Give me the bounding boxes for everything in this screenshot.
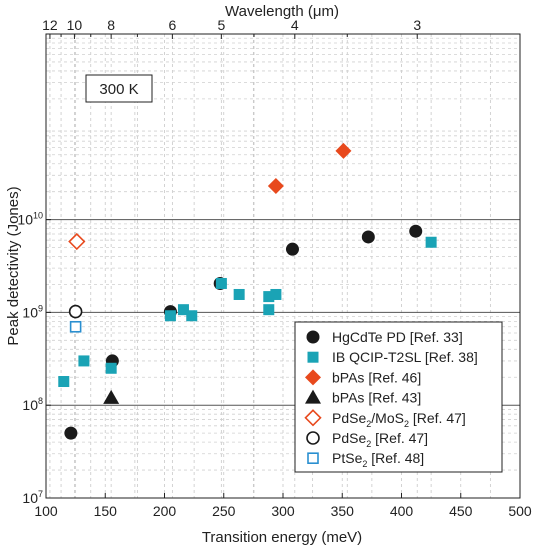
y-tick-label: 107	[22, 489, 43, 506]
x-axis-title: Transition energy (meV)	[202, 529, 362, 546]
x-tick-label: 300	[271, 503, 295, 519]
legend-marker	[307, 452, 319, 465]
data-point	[64, 426, 78, 440]
top-tick-label: 3	[413, 17, 421, 33]
x-tick-label: 400	[390, 503, 414, 519]
x-tick-label: 350	[331, 503, 355, 519]
data-point	[267, 178, 284, 195]
grid	[46, 34, 520, 499]
data-point	[105, 362, 117, 374]
data-point	[215, 277, 227, 289]
data-point	[233, 288, 245, 300]
data-points	[58, 142, 437, 440]
x-tick-label: 450	[449, 503, 473, 519]
data-point	[186, 310, 198, 322]
legend-label: HgCdTe PD [Ref. 33]	[332, 329, 463, 345]
x-tick-label: 200	[153, 503, 177, 519]
legend-label: bPAs [Ref. 46]	[332, 369, 421, 385]
legend-box	[294, 321, 503, 473]
top-axis-title: Wavelength (μm)	[225, 3, 339, 20]
legend-marker	[305, 389, 321, 404]
x-tick-label: 250	[212, 503, 236, 519]
x-tick-label: 150	[94, 503, 118, 519]
x-tick-label: 500	[508, 503, 532, 519]
legend-label: bPAs [Ref. 43]	[332, 390, 421, 406]
top-tick-label: 4	[291, 17, 299, 33]
data-point	[103, 389, 120, 404]
y-axis-title: Peak detectivity (Jones)	[5, 186, 22, 345]
annotation-box	[85, 74, 153, 103]
legend-marker	[304, 409, 322, 427]
annotation-group: 300 K	[85, 74, 153, 103]
data-point	[270, 288, 282, 300]
legend-label: PdSe2/MoS2 [Ref. 47]	[332, 410, 466, 429]
data-point	[361, 230, 375, 244]
y-tick-label: 109	[22, 303, 43, 320]
legend-label: PdSe2 [Ref. 47]	[332, 430, 428, 449]
data-point	[78, 355, 90, 367]
data-point	[285, 242, 299, 256]
legend-marker	[306, 330, 320, 344]
top-tick-label: 8	[107, 17, 115, 33]
data-point	[335, 142, 352, 159]
data-point	[69, 320, 82, 333]
top-tick-label: 6	[168, 17, 176, 33]
legend-marker	[307, 351, 319, 363]
data-point	[164, 310, 176, 322]
legend: HgCdTe PD [Ref. 33] IB QCIP-T2SL [Ref. 38…	[294, 321, 503, 473]
legend-label: IB QCIP-T2SL [Ref. 38]	[332, 349, 478, 365]
data-point	[263, 291, 275, 303]
data-point	[58, 376, 70, 388]
data-point	[68, 304, 83, 319]
data-point	[409, 224, 423, 238]
y-tick-label: 1010	[17, 211, 43, 228]
annotation-label: 300 K	[99, 81, 138, 98]
y-tick-label: 108	[22, 396, 43, 413]
top-tick-label: 5	[217, 17, 225, 33]
top-tick-label: 10	[67, 17, 83, 33]
legend-marker	[305, 369, 321, 386]
x-tick-label: 100	[34, 503, 58, 519]
legend-label: PtSe2 [Ref. 48]	[332, 450, 424, 469]
legend-marker	[306, 431, 320, 445]
data-point	[68, 232, 86, 251]
data-point	[263, 304, 275, 316]
top-tick-label: 12	[42, 17, 58, 33]
data-point	[425, 236, 437, 248]
data-point	[177, 304, 189, 316]
